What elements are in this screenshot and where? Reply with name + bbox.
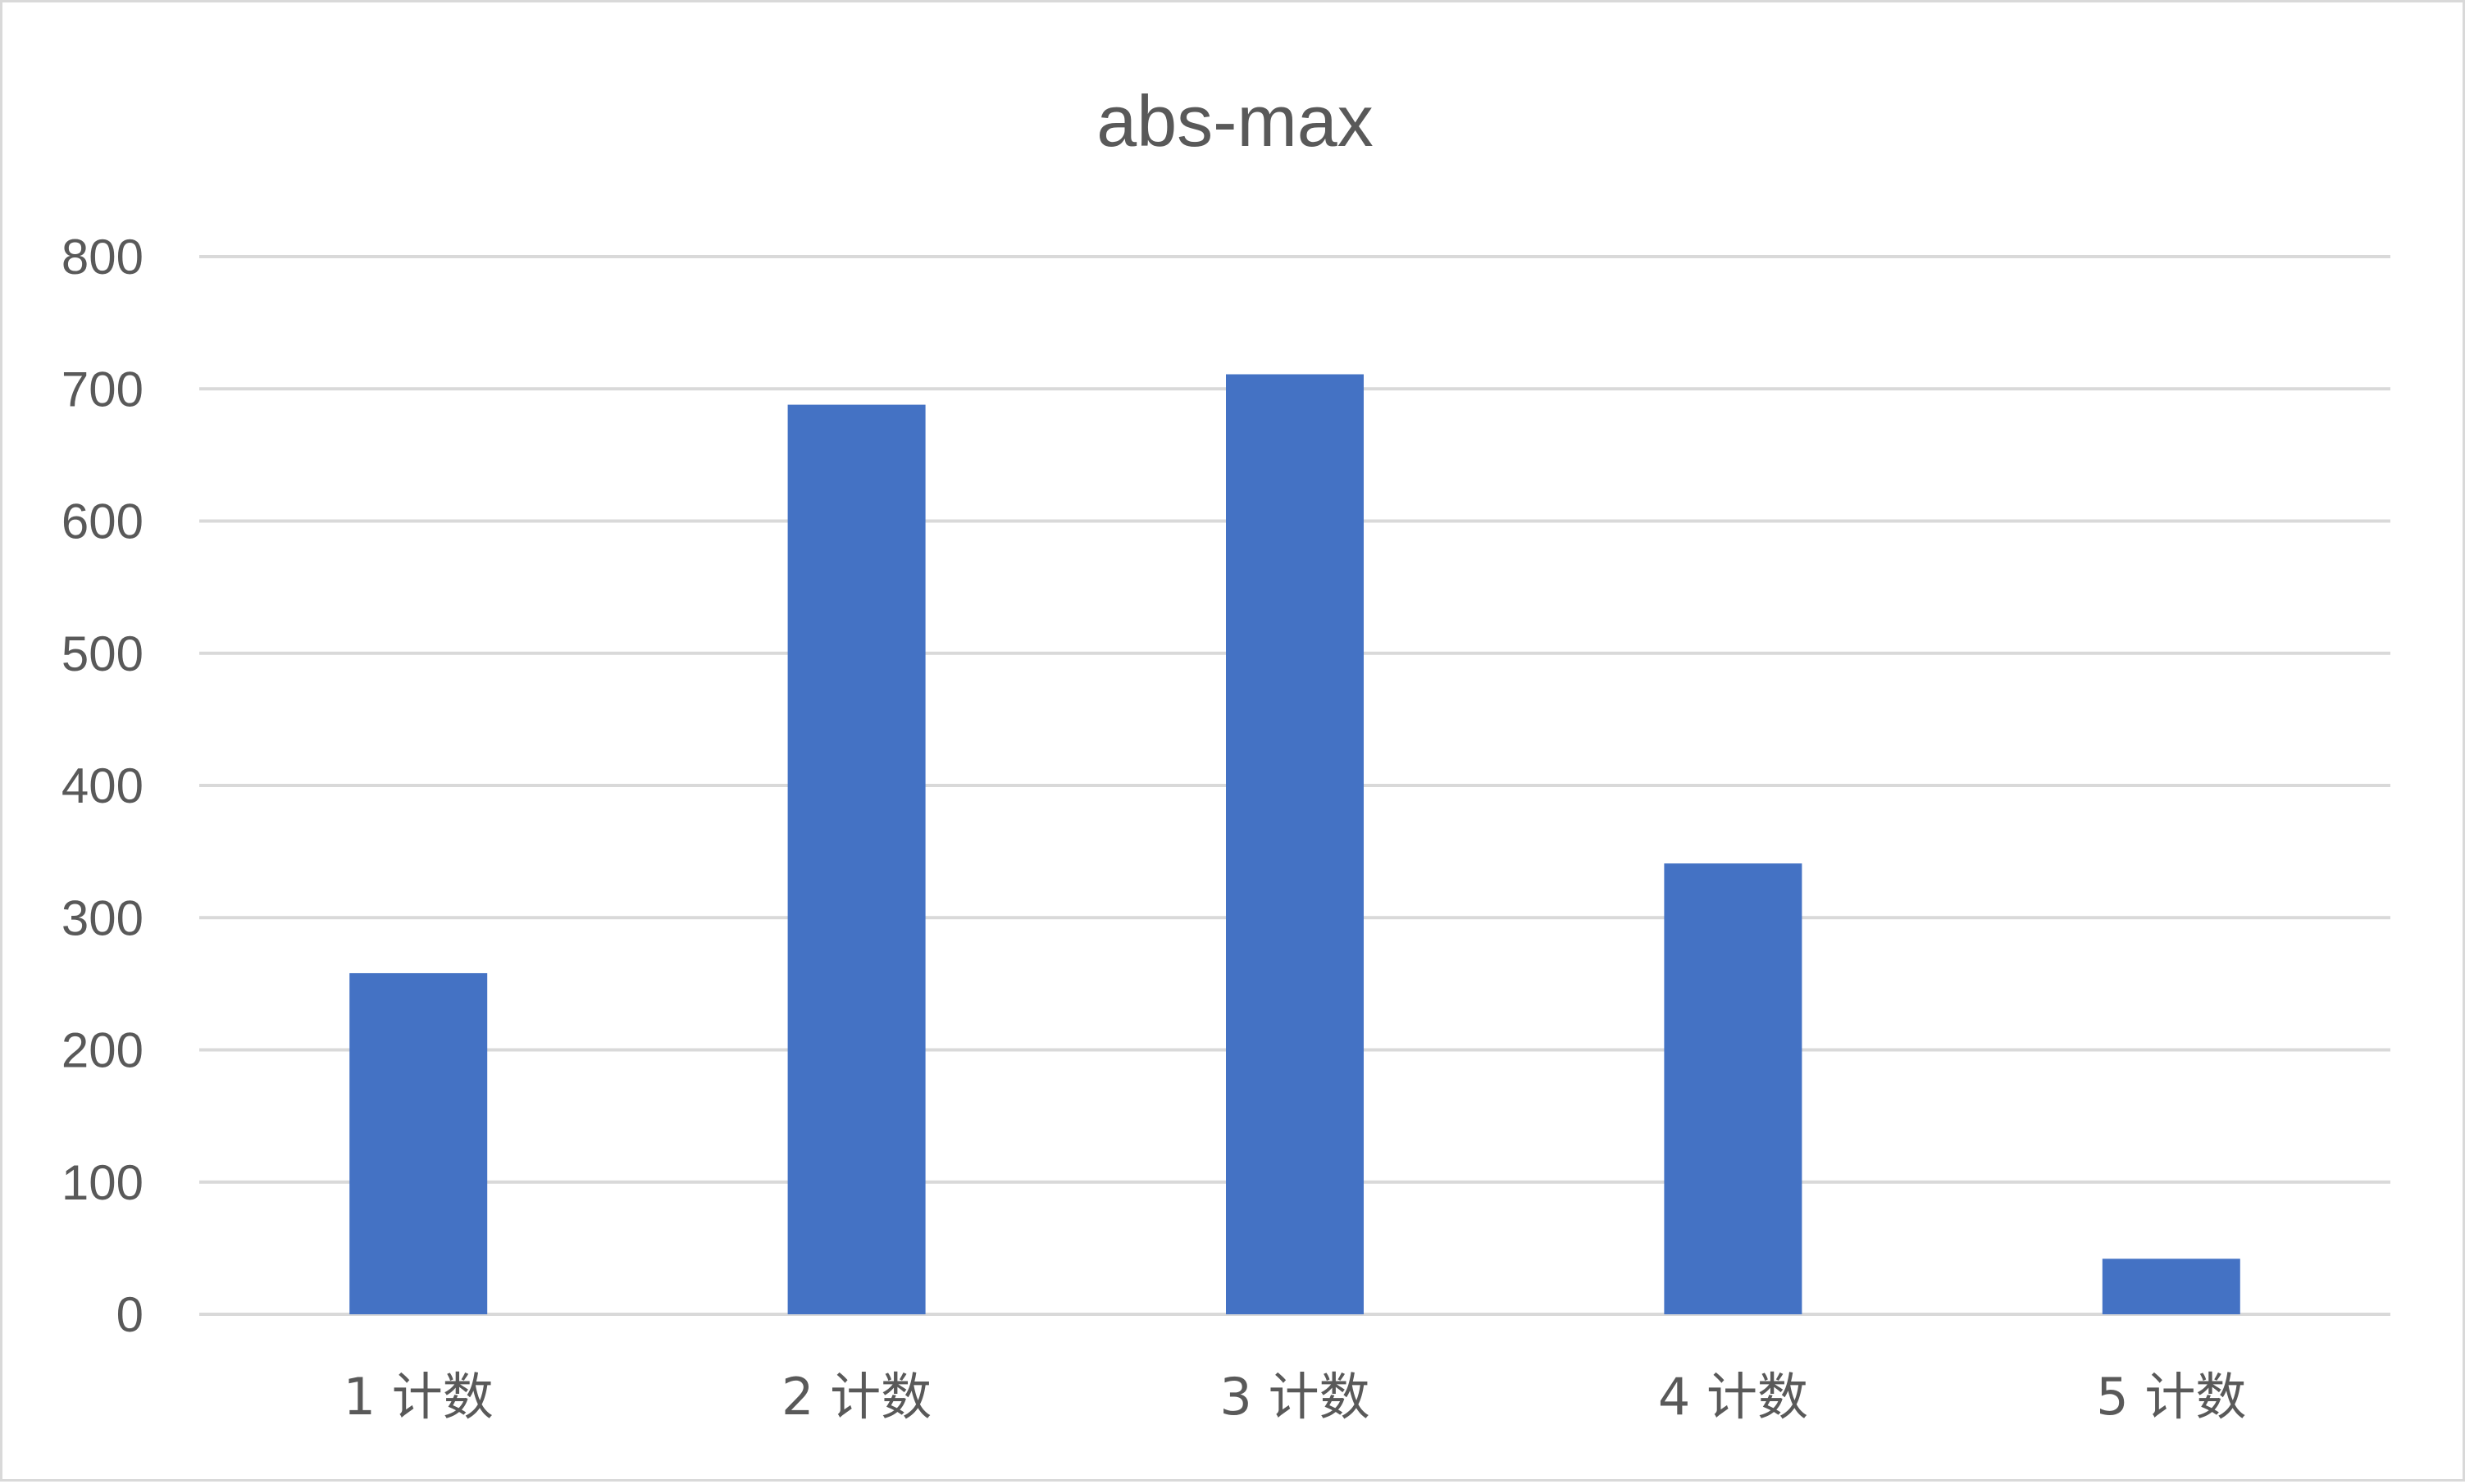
x-axis-tick-labels: 1 计数 2 计数 3 计数 4 计数 5 计数: [344, 1367, 2247, 1427]
bar-1: [349, 972, 488, 1314]
x-tick-label: 3 计数: [1219, 1367, 1369, 1427]
y-tick-label: 300: [62, 890, 144, 945]
y-tick-label: 800: [62, 230, 144, 285]
chart-title: abs-max: [1096, 80, 1374, 162]
bars: [349, 374, 2240, 1315]
y-tick-label: 100: [62, 1155, 144, 1210]
bar-2: [787, 404, 926, 1315]
y-tick-label: 400: [62, 758, 144, 813]
x-tick-label: 5 计数: [2096, 1367, 2246, 1427]
x-tick-label: 2 计数: [781, 1367, 932, 1427]
x-tick-label: 1 计数: [344, 1367, 494, 1427]
x-tick-label: 4 计数: [1658, 1367, 1808, 1427]
y-tick-label: 200: [62, 1023, 144, 1078]
y-tick-label: 500: [62, 626, 144, 681]
y-tick-label: 700: [62, 362, 144, 417]
bar-4: [1664, 863, 1802, 1314]
bar-3: [1226, 374, 1364, 1315]
bar-5: [2102, 1259, 2240, 1314]
y-axis-tick-labels: 0 100 200 300 400 500 600 700 800: [62, 230, 144, 1342]
y-tick-label: 0: [116, 1287, 144, 1342]
y-tick-label: 600: [62, 494, 144, 549]
